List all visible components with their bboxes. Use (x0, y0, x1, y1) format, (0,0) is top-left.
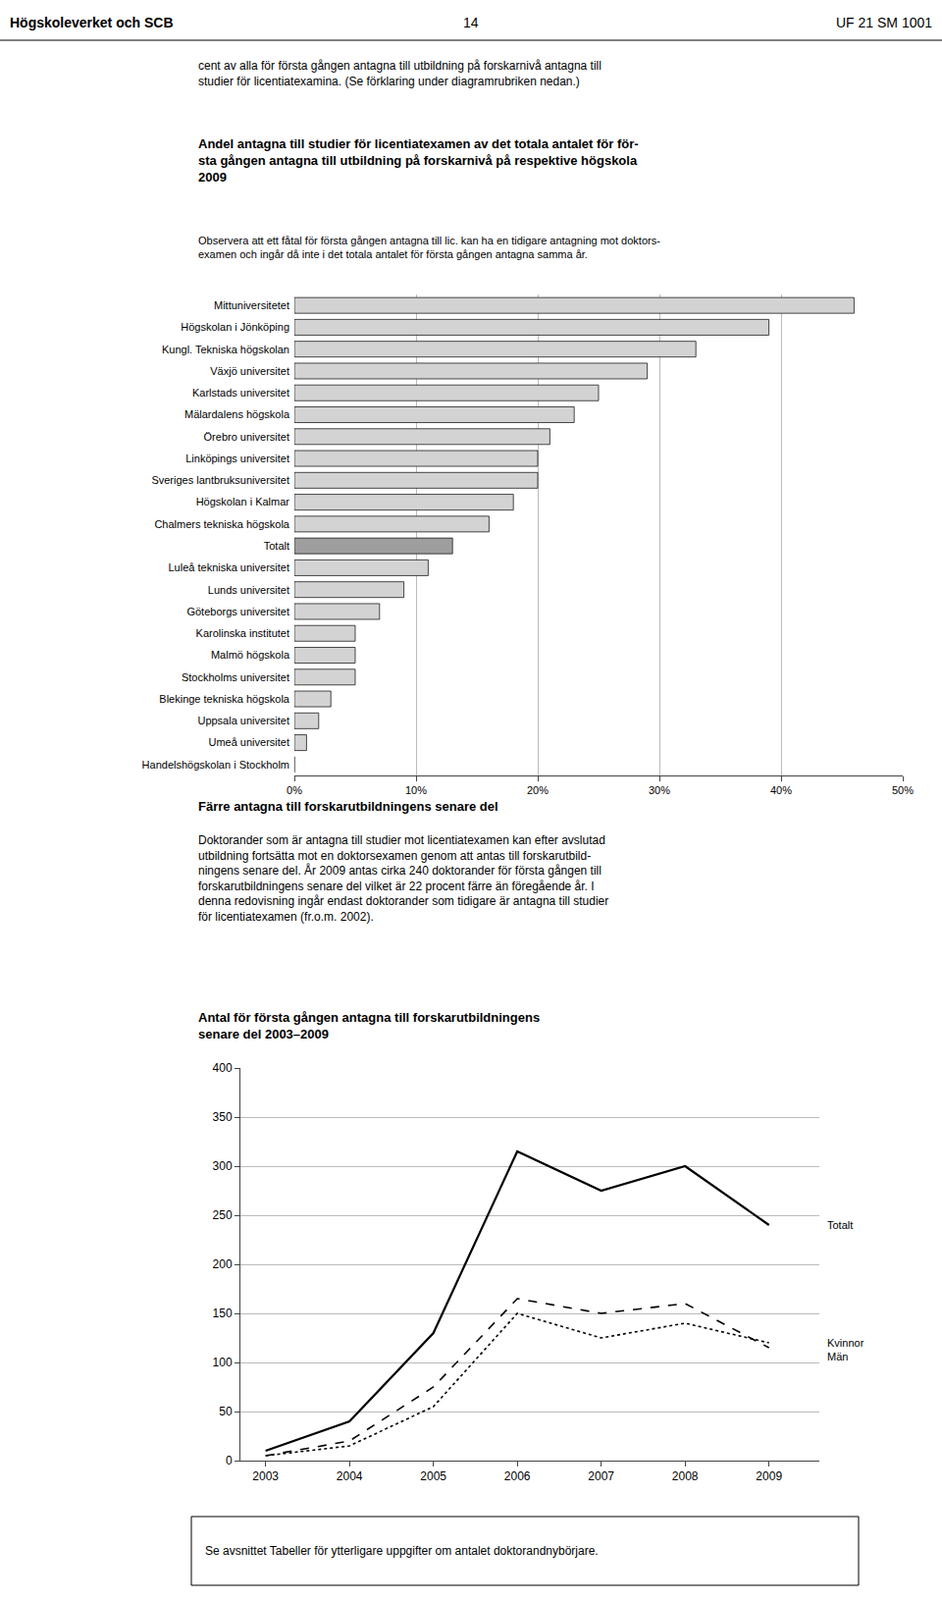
svg-text:Mälardalens högskola: Mälardalens högskola (184, 408, 291, 420)
svg-text:Växjö universitet: Växjö universitet (209, 365, 290, 377)
svg-text:350: 350 (212, 1109, 233, 1124)
svg-text:Antal för första gången antagn: Antal för första gången antagna till for… (198, 1009, 540, 1042)
svg-text:Observera att ett fåtal för fö: Observera att ett fåtal för första gånge… (198, 234, 661, 261)
svg-text:150: 150 (212, 1306, 233, 1320)
svg-text:2003: 2003 (252, 1468, 279, 1483)
svg-text:Linköpings universitet: Linköpings universitet (185, 452, 290, 465)
svg-text:10%: 10% (405, 784, 427, 796)
svg-text:100: 100 (212, 1355, 233, 1369)
svg-text:Sveriges lantbruksuniversitet: Sveriges lantbruksuniversitet (151, 473, 290, 486)
svg-text:Se avsnittet Tabeller för ytte: Se avsnittet Tabeller för ytterligare up… (205, 1543, 599, 1558)
svg-text:0: 0 (225, 1453, 233, 1467)
svg-text:50%: 50% (891, 784, 914, 796)
svg-text:40%: 40% (770, 784, 792, 796)
svg-text:Lunds universitet: Lunds universitet (208, 583, 290, 596)
svg-text:Högskolan i Kalmar: Högskolan i Kalmar (196, 495, 291, 508)
svg-text:Luleå tekniska universitet: Luleå tekniska universitet (167, 561, 290, 574)
svg-text:Totalt: Totalt (827, 1218, 853, 1231)
svg-text:Högskoleverket och SCB: Högskoleverket och SCB (9, 14, 174, 31)
svg-text:Högskolan i Jönköping: Högskolan i Jönköping (180, 320, 290, 333)
svg-text:Umeå universitet: Umeå universitet (208, 735, 290, 748)
svg-text:Karolinska institutet: Karolinska institutet (196, 627, 290, 639)
svg-text:Handelshögskolan i Stockholm: Handelshögskolan i Stockholm (142, 758, 290, 771)
svg-text:50: 50 (218, 1404, 233, 1418)
svg-text:30%: 30% (648, 784, 671, 796)
svg-text:Doktorander som är antagna til: Doktorander som är antagna till studier … (198, 833, 609, 924)
svg-text:300: 300 (212, 1158, 233, 1173)
svg-text:Andel antagna till studier för: Andel antagna till studier för licentiat… (198, 136, 639, 185)
svg-text:Kvinnor: Kvinnor (827, 1336, 865, 1349)
svg-text:Färre antagna till forskarutbi: Färre antagna till forskarutbildningens … (198, 798, 499, 814)
svg-text:2007: 2007 (587, 1468, 615, 1483)
svg-text:Mittuniversitetet: Mittuniversitetet (213, 299, 290, 312)
svg-text:Totalt: Totalt (263, 539, 290, 552)
svg-text:250: 250 (212, 1207, 233, 1222)
svg-text:Örebro universitet: Örebro universitet (204, 430, 290, 443)
svg-text:UF 21 SM 1001: UF 21 SM 1001 (836, 14, 933, 31)
svg-text:Karlstads universitet: Karlstads universitet (192, 386, 290, 399)
svg-text:2009: 2009 (755, 1468, 783, 1483)
svg-text:0%: 0% (286, 784, 303, 796)
svg-text:2008: 2008 (672, 1468, 699, 1483)
svg-text:Uppsala universitet: Uppsala universitet (197, 714, 290, 727)
svg-text:Stockholms universitet: Stockholms universitet (181, 671, 290, 683)
svg-text:Kungl. Tekniska högskolan: Kungl. Tekniska högskolan (161, 343, 290, 356)
svg-text:400: 400 (212, 1060, 233, 1075)
svg-text:Malmö högskola: Malmö högskola (210, 648, 291, 661)
svg-text:2004: 2004 (336, 1468, 364, 1483)
svg-text:200: 200 (212, 1256, 233, 1271)
svg-text:2006: 2006 (504, 1468, 531, 1483)
svg-text:Göteborgs universitet: Göteborgs universitet (186, 605, 290, 618)
svg-text:20%: 20% (526, 784, 549, 796)
svg-text:2005: 2005 (419, 1468, 447, 1483)
svg-text:Chalmers tekniska högskola: Chalmers tekniska högskola (154, 518, 290, 530)
svg-text:Män: Män (827, 1350, 848, 1362)
svg-text:Blekinge tekniska högskola: Blekinge tekniska högskola (158, 692, 291, 705)
svg-text:cent av alla för första gången: cent av alla för första gången antagna t… (198, 58, 602, 89)
svg-text:14: 14 (463, 14, 479, 31)
